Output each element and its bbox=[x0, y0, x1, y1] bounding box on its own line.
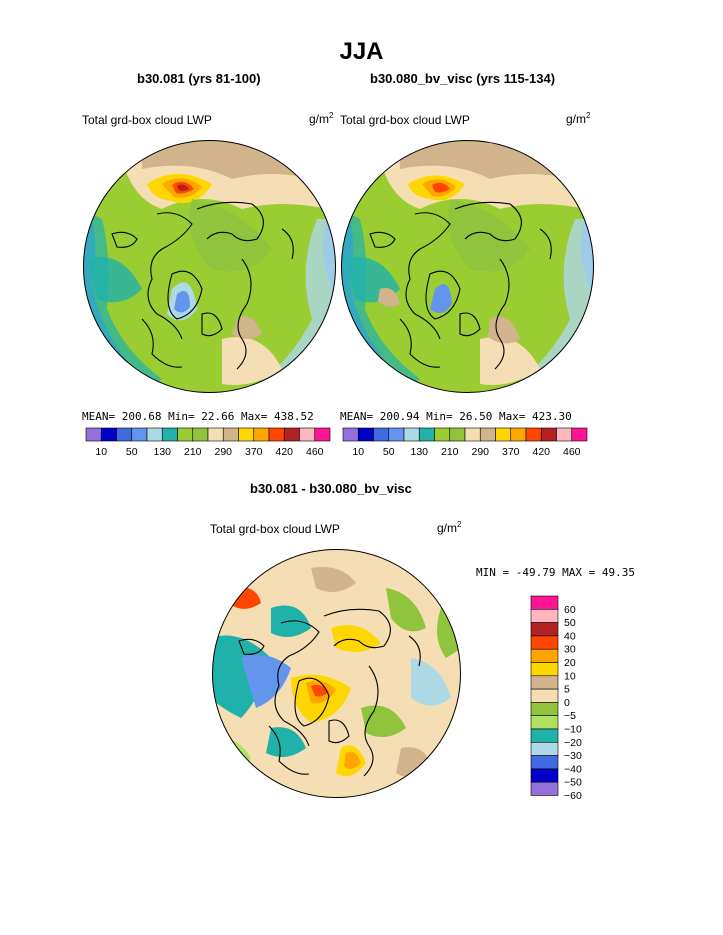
page-title: JJA bbox=[339, 38, 384, 65]
panel3-colorbar-label: 5 bbox=[564, 684, 570, 696]
panel3-colorbar-swatch bbox=[530, 688, 559, 703]
panel2-colorbar-swatch bbox=[342, 427, 359, 442]
panel3-colorbar-swatch bbox=[530, 728, 559, 743]
panel3-colorbar-swatch bbox=[530, 675, 559, 690]
panel3-colorbar-swatch bbox=[530, 768, 559, 783]
panel2-colorbar-swatch bbox=[434, 427, 451, 442]
panel1-colorbar-swatch bbox=[253, 427, 270, 442]
panel3-colorbar-label: −50 bbox=[564, 777, 582, 789]
panel1-colorbar-label: 370 bbox=[245, 446, 263, 458]
panel1-polar-map bbox=[83, 140, 336, 393]
panel3-colorbar-label: 30 bbox=[564, 644, 576, 656]
panel1-colorbar-swatch bbox=[238, 427, 255, 442]
panel2-colorbar-swatch bbox=[525, 427, 542, 442]
panel2-colorbar-label: 50 bbox=[383, 446, 395, 458]
panel3-colorbar-swatch bbox=[530, 648, 559, 663]
panel2-colorbar-label: 460 bbox=[563, 446, 581, 458]
panel2-colorbar-label: 290 bbox=[471, 446, 489, 458]
panel3-colorbar-swatch bbox=[530, 609, 559, 623]
panel3-colorbar-label: 0 bbox=[564, 697, 570, 709]
panel2-colorbar-label: 130 bbox=[410, 446, 428, 458]
panel3-colorbar-label: −10 bbox=[564, 724, 582, 736]
panel2-colorbar-swatch bbox=[418, 427, 435, 442]
panel2-colorbar-swatch bbox=[373, 427, 390, 442]
panel1-variable-label: Total grd-box cloud LWP bbox=[82, 113, 212, 127]
panel3-colorbar-label: −30 bbox=[564, 750, 582, 762]
panel3-colorbar-swatch bbox=[530, 622, 559, 637]
panel2-colorbar-swatch bbox=[571, 427, 588, 442]
panel1-colorbar-swatch bbox=[299, 427, 316, 442]
panel2-colorbar-label: 210 bbox=[441, 446, 459, 458]
panel1-colorbar-label: 460 bbox=[306, 446, 324, 458]
panel3-colorbar-label: 20 bbox=[564, 657, 576, 669]
panel2-colorbar-swatch bbox=[449, 427, 466, 442]
panel3-colorbar-swatch bbox=[530, 715, 559, 730]
panel1-stats: MEAN= 200.68 Min= 22.66 Max= 438.52 bbox=[82, 410, 314, 423]
panel2-colorbar-label: 420 bbox=[532, 446, 550, 458]
panel1-colorbar-swatch bbox=[192, 427, 209, 442]
panel2-colorbar-label: 370 bbox=[502, 446, 520, 458]
panel2-colorbar-swatch bbox=[357, 427, 374, 442]
panel3-colorbar-label: −20 bbox=[564, 737, 582, 749]
panel2-colorbar-swatch bbox=[556, 427, 573, 442]
panel2-colorbar-swatch bbox=[495, 427, 512, 442]
panel2-polar-map bbox=[341, 140, 594, 393]
panel1-colorbar-swatch bbox=[85, 427, 102, 442]
panel3-polar-map bbox=[212, 549, 461, 798]
panel3-colorbar-label: 50 bbox=[564, 617, 576, 629]
panel1-colorbar-swatch bbox=[222, 427, 239, 442]
panel3-colorbar-swatch bbox=[530, 781, 559, 796]
panel2-colorbar-swatch bbox=[388, 427, 405, 442]
panel2-colorbar: 10 50 130 210 290 370 420 460 bbox=[342, 427, 588, 458]
panel2-variable-label: Total grd-box cloud LWP bbox=[340, 113, 470, 127]
panel3-colorbar-label: 40 bbox=[564, 630, 576, 642]
panel2-colorbar-swatch bbox=[464, 427, 481, 442]
panel1-colorbar-swatch bbox=[100, 427, 117, 442]
panel2-colorbar-swatch bbox=[479, 427, 496, 442]
panel1-colorbar-swatch bbox=[314, 427, 331, 442]
panel3-units: g/m2 bbox=[437, 520, 462, 535]
panel1-colorbar-swatch bbox=[283, 427, 300, 442]
panel3-colorbar-label: −5 bbox=[564, 710, 576, 722]
panel3-colorbar-label: 60 bbox=[564, 604, 576, 616]
panel3-colorbar-label: 10 bbox=[564, 670, 576, 682]
panel1-colorbar-label: 130 bbox=[153, 446, 171, 458]
panel3-variable-label: Total grd-box cloud LWP bbox=[210, 522, 340, 536]
panel2-title: b30.080_bv_visc (yrs 115-134) bbox=[370, 71, 556, 86]
panel1-colorbar: 10 50 130 210 290 370 420 460 bbox=[85, 427, 331, 458]
panel3-colorbar-label: −40 bbox=[564, 763, 582, 775]
panel3-colorbar-swatch bbox=[530, 742, 559, 756]
panel2-colorbar-swatch bbox=[540, 427, 557, 442]
panel2-colorbar-swatch bbox=[403, 427, 420, 442]
panel1-colorbar-label: 420 bbox=[275, 446, 293, 458]
panel3-colorbar-swatch bbox=[530, 595, 559, 610]
panel2-colorbar-label: 10 bbox=[352, 446, 364, 458]
panel2-stats: MEAN= 200.94 Min= 26.50 Max= 423.30 bbox=[340, 410, 572, 423]
panel1-colorbar-swatch bbox=[177, 427, 194, 442]
panel3-colorbar-swatch bbox=[530, 755, 559, 770]
panel1-colorbar-label: 50 bbox=[126, 446, 138, 458]
panel1-colorbar-swatch bbox=[161, 427, 178, 442]
panel1-colorbar-label: 210 bbox=[184, 446, 202, 458]
panel1-title: b30.081 (yrs 81-100) bbox=[137, 71, 261, 86]
panel1-units: g/m2 bbox=[309, 111, 334, 126]
panel1-colorbar-label: 10 bbox=[95, 446, 107, 458]
panel3-colorbar-label: −60 bbox=[564, 790, 582, 802]
panel3-colorbar-swatch bbox=[530, 702, 559, 717]
panel1-colorbar-swatch bbox=[131, 427, 148, 442]
panel3-colorbar-swatch bbox=[530, 635, 559, 650]
panel3-title: b30.081 - b30.080_bv_visc bbox=[250, 481, 412, 496]
panel2-colorbar-swatch bbox=[510, 427, 527, 442]
panel3-stats: MIN = -49.79 MAX = 49.35 bbox=[476, 566, 635, 579]
panel2-units: g/m2 bbox=[566, 111, 591, 126]
panel1-colorbar-swatch bbox=[207, 427, 224, 442]
panel1-colorbar-swatch bbox=[116, 427, 133, 442]
panel3-colorbar-swatch bbox=[530, 662, 559, 677]
panel1-colorbar-swatch bbox=[146, 427, 163, 442]
panel1-colorbar-label: 290 bbox=[214, 446, 232, 458]
panel1-colorbar-swatch bbox=[268, 427, 285, 442]
